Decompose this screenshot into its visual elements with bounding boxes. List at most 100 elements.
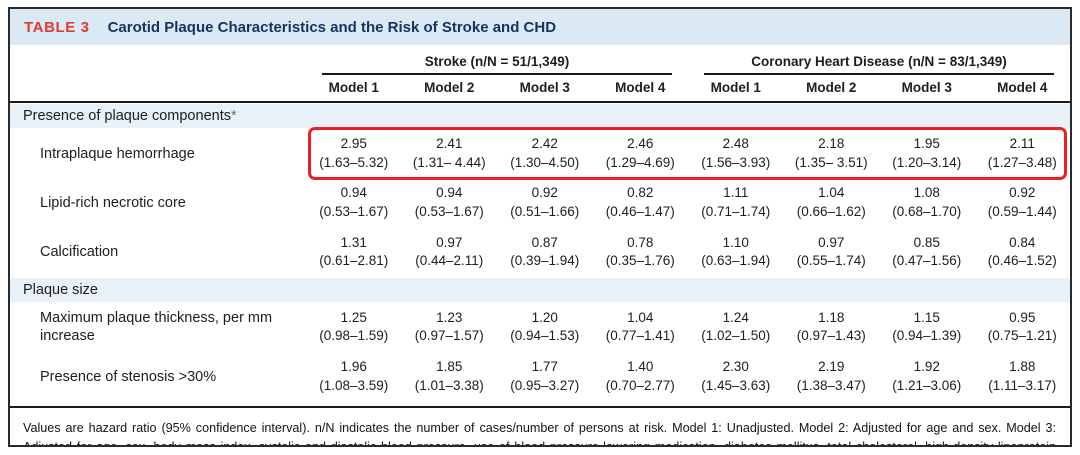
confidence-interval: (0.51–1.66) [510, 203, 580, 219]
hazard-ratio-cell: 1.10 (0.63–1.94) [688, 234, 784, 271]
confidence-interval: (0.68–1.70) [892, 203, 962, 219]
hazard-ratio-cell: 1.23 (0.97–1.57) [402, 309, 498, 346]
group-header-stroke: Stroke (n/N = 51/1,349) [322, 54, 672, 75]
confidence-interval: (0.53–1.67) [319, 203, 389, 219]
hazard-ratio-value: 1.95 [913, 136, 940, 151]
confidence-interval: (1.56–3.93) [701, 154, 771, 170]
group-header-chd: Coronary Heart Disease (n/N = 83/1,349) [704, 54, 1054, 75]
hazard-ratio-cell: 1.08 (0.68–1.70) [879, 184, 975, 221]
row-label: Lipid-rich necrotic core [40, 194, 186, 211]
confidence-interval: (0.44–2.11) [415, 253, 484, 269]
hazard-ratio-value: 1.15 [913, 309, 940, 325]
hazard-ratio-cell: 1.04 (0.77–1.41) [593, 309, 689, 346]
confidence-interval: (0.35–1.76) [605, 253, 675, 269]
hazard-ratio-cell: 2.95 (1.63–5.32) [306, 135, 402, 172]
col-header-stroke-model-1: Model 1 [328, 80, 379, 95]
confidence-interval: (0.95–3.27) [510, 377, 580, 393]
hazard-ratio-cell: 0.97 (0.44–2.11) [402, 234, 498, 271]
hazard-ratio-cell: 1.31 (0.61–2.81) [306, 234, 402, 271]
confidence-interval: (0.97–1.57) [414, 328, 484, 344]
table-row: Intraplaque hemorrhage 2.95 (1.63–5.32) 2.4… [10, 127, 1070, 181]
hazard-ratio-value: 1.10 [722, 234, 749, 250]
hazard-ratio-cell: 0.94 (0.53–1.67) [306, 184, 402, 221]
hazard-ratio-cell: 1.88 (1.11–3.17) [975, 358, 1071, 395]
table-title-bar: TABLE 3 Carotid Plaque Characteristics a… [10, 9, 1070, 45]
table-row: Maximum plaque thickness, per mm increas… [10, 303, 1070, 352]
confidence-interval: (1.20–3.14) [892, 154, 962, 170]
hazard-ratio-cell: 0.87 (0.39–1.94) [497, 234, 593, 271]
hazard-ratio-value: 0.87 [531, 234, 558, 250]
hazard-ratio-cell: 2.48 (1.56–3.93) [688, 135, 784, 172]
hazard-ratio-value: 0.95 [1009, 309, 1036, 325]
hazard-ratio-value: 0.85 [913, 234, 940, 250]
hazard-ratio-value: 1.31 [340, 234, 367, 250]
hazard-ratio-cell: 2.42 (1.30–4.50) [497, 135, 593, 172]
table-footnote: Values are hazard ratio (95% confidence … [10, 406, 1070, 445]
hazard-ratio-cell: 1.15 (0.94–1.39) [879, 309, 975, 346]
col-header-stroke-model-4: Model 4 [615, 80, 666, 95]
confidence-interval: (0.75–1.21) [987, 328, 1057, 344]
confidence-interval: (0.47–1.56) [892, 253, 962, 269]
hazard-ratio-value: 1.85 [436, 359, 463, 374]
model-header-row: Model 1 Model 2 Model 3 Model 4 Model 1 … [10, 75, 1070, 101]
table-row: Presence of stenosis >30% 1.96 (1.08–3.59)… [10, 352, 1070, 401]
hazard-ratio-value: 0.84 [1009, 234, 1036, 250]
table-row: Calcification 1.31 (0.61–2.81) 0.97 (0.44–2.… [10, 228, 1070, 277]
hazard-ratio-cell: 0.92 (0.59–1.44) [975, 184, 1071, 221]
hazard-ratio-value: 1.20 [531, 309, 558, 325]
col-header-chd-model-2: Model 2 [806, 80, 857, 95]
hazard-ratio-cell: 1.25 (0.98–1.59) [306, 309, 402, 346]
table-number-tag: TABLE 3 [24, 18, 90, 36]
confidence-interval: (0.46–1.47) [605, 203, 675, 219]
hazard-ratio-cell: 1.40 (0.70–2.77) [593, 358, 689, 395]
confidence-interval: (1.02–1.50) [701, 328, 771, 344]
col-header-chd-model-4: Model 4 [997, 80, 1048, 95]
col-header-stroke-model-2: Model 2 [424, 80, 475, 95]
confidence-interval: (0.66–1.62) [796, 203, 866, 219]
col-header-chd-model-3: Model 3 [901, 80, 952, 95]
confidence-interval: (1.38–3.47) [796, 377, 866, 393]
hazard-ratio-value: 0.97 [436, 234, 463, 250]
confidence-interval: (0.59–1.44) [987, 203, 1057, 219]
section-header: Presence of plaque components* [10, 104, 1070, 128]
confidence-interval: (1.35– 3.51) [794, 154, 868, 170]
hazard-ratio-cell: 2.19 (1.38–3.47) [784, 358, 880, 395]
hazard-ratio-value: 0.92 [1009, 185, 1036, 201]
confidence-interval: (0.39–1.94) [510, 253, 580, 269]
hazard-ratio-cell: 1.85 (1.01–3.38) [402, 358, 498, 395]
hazard-ratio-value: 1.24 [722, 309, 749, 325]
hazard-ratio-value: 1.96 [340, 359, 367, 374]
hazard-ratio-value: 2.19 [818, 359, 845, 374]
confidence-interval: (0.70–2.77) [605, 377, 675, 393]
hazard-ratio-cell: 2.30 (1.45–3.63) [688, 358, 784, 395]
row-label: Intraplaque hemorrhage [40, 145, 195, 162]
hazard-ratio-cell: 1.96 (1.08–3.59) [306, 358, 402, 395]
hazard-ratio-value: 1.88 [1009, 359, 1036, 374]
section-header-label: Presence of plaque components [23, 108, 231, 124]
hazard-ratio-cell: 0.85 (0.47–1.56) [879, 234, 975, 271]
hazard-ratio-cell: 0.95 (0.75–1.21) [975, 309, 1071, 346]
hazard-ratio-value: 1.11 [723, 185, 749, 201]
hazard-ratio-value: 1.25 [340, 309, 367, 325]
confidence-interval: (1.31– 4.44) [412, 154, 486, 170]
hazard-ratio-value: 2.41 [436, 136, 463, 151]
confidence-interval: (1.01–3.38) [414, 377, 484, 393]
hazard-ratio-cell: 1.92 (1.21–3.06) [879, 358, 975, 395]
header-divider [10, 101, 1070, 103]
hazard-ratio-value: 0.92 [531, 185, 558, 201]
confidence-interval: (0.61–2.81) [319, 253, 389, 269]
hazard-ratio-value: 2.46 [627, 136, 654, 151]
confidence-interval: (0.77–1.41) [605, 328, 675, 344]
hazard-ratio-value: 1.77 [531, 359, 558, 374]
hazard-ratio-cell: 0.97 (0.55–1.74) [784, 234, 880, 271]
hazard-ratio-cell: 1.04 (0.66–1.62) [784, 184, 880, 221]
hazard-ratio-value: 1.40 [627, 359, 654, 374]
hazard-ratio-cell: 1.18 (0.97–1.43) [784, 309, 880, 346]
hazard-ratio-value: 1.04 [818, 185, 845, 201]
confidence-interval: (1.11–3.17) [988, 377, 1057, 393]
table-row: Lipid-rich necrotic core 0.94 (0.53–1.67) 0… [10, 178, 1070, 227]
hazard-ratio-value: 1.08 [913, 185, 940, 201]
col-header-chd-model-1: Model 1 [710, 80, 761, 95]
hazard-ratio-value: 0.78 [627, 234, 654, 250]
table-body: Presence of plaque components* Intraplaqu… [10, 104, 1070, 401]
